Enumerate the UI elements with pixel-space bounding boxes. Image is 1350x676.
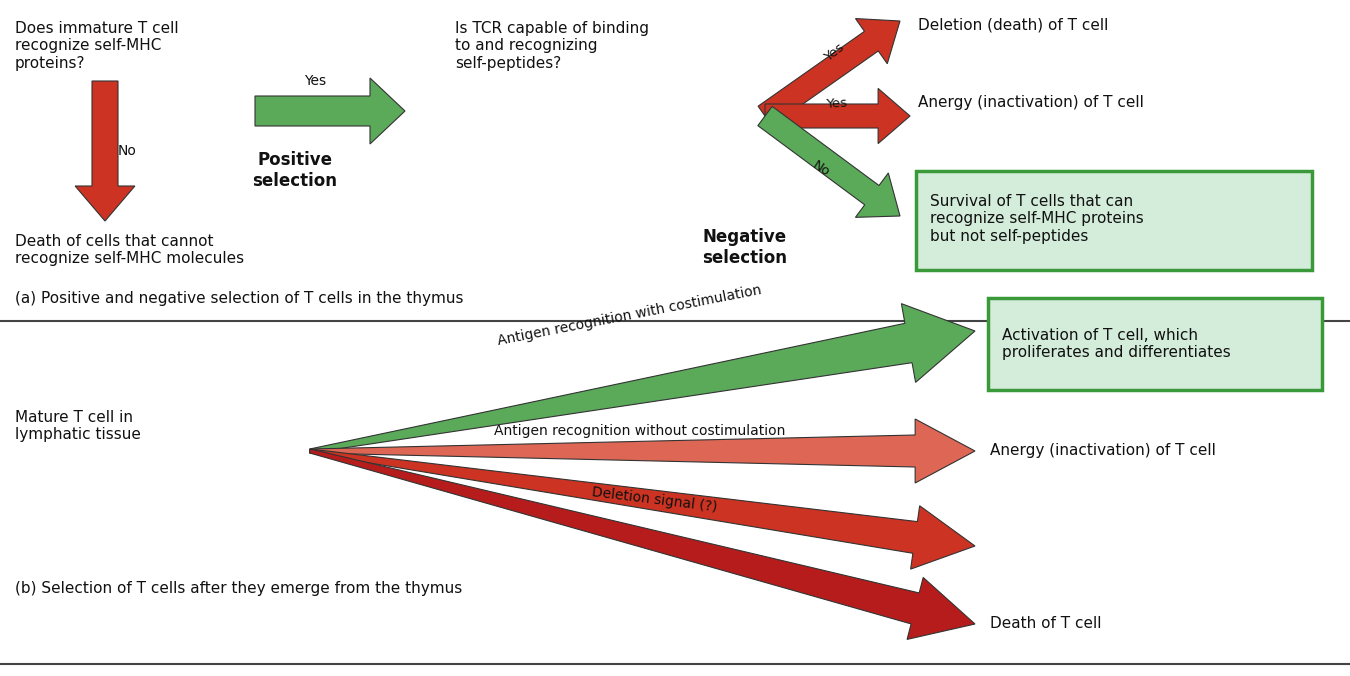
Text: Does immature T cell
recognize self-MHC
proteins?: Does immature T cell recognize self-MHC … bbox=[15, 21, 178, 71]
Polygon shape bbox=[310, 419, 975, 483]
Text: (a) Positive and negative selection of T cells in the thymus: (a) Positive and negative selection of T… bbox=[15, 291, 463, 306]
Text: Deletion (death) of T cell: Deletion (death) of T cell bbox=[918, 18, 1108, 33]
Text: Negative
selection: Negative selection bbox=[702, 228, 787, 267]
Text: No: No bbox=[810, 159, 832, 179]
Text: Activation of T cell, which
proliferates and differentiates: Activation of T cell, which proliferates… bbox=[1002, 328, 1231, 360]
Polygon shape bbox=[309, 449, 975, 569]
Text: Survival of T cells that can
recognize self-MHC proteins
but not self-peptides: Survival of T cells that can recognize s… bbox=[930, 194, 1143, 244]
Text: Death of cells that cannot
recognize self-MHC molecules: Death of cells that cannot recognize sel… bbox=[15, 234, 244, 266]
Text: No: No bbox=[117, 144, 136, 158]
Text: Yes: Yes bbox=[825, 97, 848, 112]
Polygon shape bbox=[765, 89, 910, 143]
Polygon shape bbox=[309, 449, 975, 639]
Polygon shape bbox=[759, 18, 900, 126]
Text: Is TCR capable of binding
to and recognizing
self-peptides?: Is TCR capable of binding to and recogni… bbox=[455, 21, 649, 71]
Text: Mature T cell in
lymphatic tissue: Mature T cell in lymphatic tissue bbox=[15, 410, 140, 442]
Polygon shape bbox=[757, 106, 900, 218]
FancyBboxPatch shape bbox=[917, 171, 1312, 270]
Text: Deletion signal (?): Deletion signal (?) bbox=[591, 485, 718, 514]
Text: Antigen recognition without costimulation: Antigen recognition without costimulatio… bbox=[494, 424, 786, 438]
Text: Positive
selection: Positive selection bbox=[252, 151, 338, 190]
FancyBboxPatch shape bbox=[988, 298, 1322, 390]
Text: Anergy (inactivation) of T cell: Anergy (inactivation) of T cell bbox=[990, 443, 1216, 458]
Text: Death of T cell: Death of T cell bbox=[990, 617, 1102, 631]
Polygon shape bbox=[309, 304, 975, 453]
Text: Antigen recognition with costimulation: Antigen recognition with costimulation bbox=[497, 283, 763, 348]
Text: Yes: Yes bbox=[822, 41, 846, 65]
Text: Anergy (inactivation) of T cell: Anergy (inactivation) of T cell bbox=[918, 95, 1143, 110]
Text: (b) Selection of T cells after they emerge from the thymus: (b) Selection of T cells after they emer… bbox=[15, 581, 462, 596]
Text: Yes: Yes bbox=[304, 74, 327, 88]
Polygon shape bbox=[255, 78, 405, 144]
Polygon shape bbox=[76, 81, 135, 221]
